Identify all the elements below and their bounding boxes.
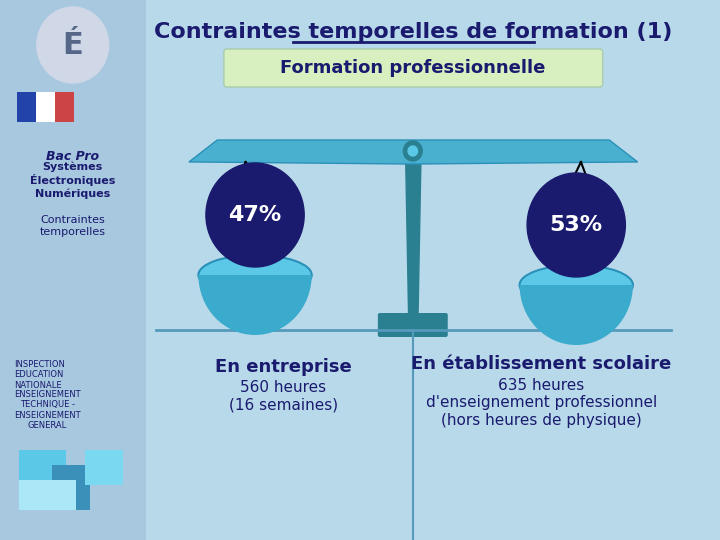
FancyBboxPatch shape (19, 450, 66, 490)
FancyBboxPatch shape (0, 0, 146, 540)
FancyBboxPatch shape (17, 92, 36, 122)
Text: En établissement scolaire: En établissement scolaire (411, 355, 672, 373)
Circle shape (403, 141, 422, 161)
Ellipse shape (520, 265, 633, 305)
FancyBboxPatch shape (85, 450, 123, 485)
Text: Formation professionnelle: Formation professionnelle (280, 59, 546, 77)
Text: É: É (63, 30, 83, 59)
FancyBboxPatch shape (224, 49, 603, 87)
Wedge shape (520, 285, 633, 345)
FancyBboxPatch shape (17, 92, 73, 122)
Circle shape (527, 173, 626, 277)
Circle shape (408, 146, 418, 156)
FancyBboxPatch shape (36, 92, 55, 122)
Circle shape (206, 163, 304, 267)
Wedge shape (199, 275, 312, 335)
Text: 53%: 53% (549, 215, 603, 235)
FancyBboxPatch shape (19, 480, 76, 510)
Text: 635 heures
d'enseignement professionnel
(hors heures de physique): 635 heures d'enseignement professionnel … (426, 378, 657, 428)
Circle shape (37, 7, 109, 83)
FancyBboxPatch shape (378, 313, 448, 337)
Text: En entreprise: En entreprise (215, 358, 352, 376)
Text: 47%: 47% (228, 205, 282, 225)
Polygon shape (189, 140, 638, 164)
Text: Bac Pro: Bac Pro (46, 150, 99, 163)
Text: 560 heures
(16 semaines): 560 heures (16 semaines) (229, 380, 338, 413)
Text: Systèmes
Électroniques
Numériques: Systèmes Électroniques Numériques (30, 162, 115, 199)
Ellipse shape (199, 255, 312, 295)
Text: ENSEIGNEMENT
TECHNIQUE -
ENSEIGNEMENT
GENERAL: ENSEIGNEMENT TECHNIQUE - ENSEIGNEMENT GE… (14, 390, 81, 430)
Text: Contraintes temporelles de formation (1): Contraintes temporelles de formation (1) (153, 22, 672, 42)
Text: Contraintes
temporelles: Contraintes temporelles (40, 215, 106, 237)
FancyBboxPatch shape (52, 465, 90, 510)
FancyBboxPatch shape (146, 0, 680, 540)
Text: INSPECTION
EDUCATION
NATIONALE: INSPECTION EDUCATION NATIONALE (14, 360, 65, 390)
